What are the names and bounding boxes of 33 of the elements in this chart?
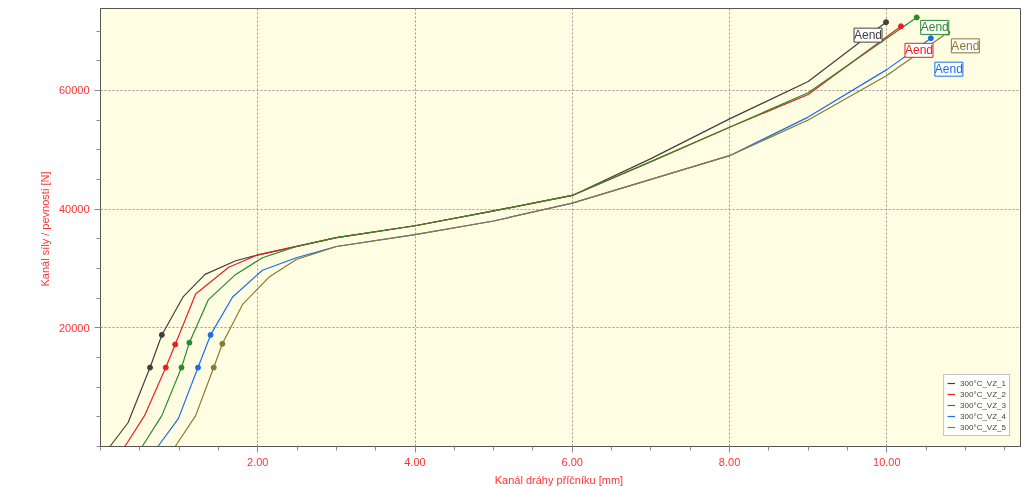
point [883,19,890,26]
legend-label: 300°C_VZ_5 [960,422,1006,432]
legend-label: 300°C_VZ_1 [960,378,1006,388]
annotation: Aend [920,20,949,35]
point [178,364,185,371]
x-tick-label: 2.00 [247,455,269,468]
point [207,331,214,338]
x-tick-label: 4.00 [404,455,426,468]
y-tick-label: 20000 [58,321,90,334]
point [927,35,934,42]
x-axis-title: Kanál dráhy příčníku [mm] [494,473,624,486]
point [913,14,920,21]
point [219,340,226,347]
point [897,23,904,30]
point [172,341,179,348]
y-axis-title: Kanál síly / pevnosti [N] [38,171,51,287]
point [158,331,165,338]
point [195,364,201,371]
annotation: Aend [934,62,963,77]
x-tick-label: 8.00 [718,455,741,468]
legend-label: 300°C_VZ_3 [960,400,1006,410]
point [210,364,217,371]
legend-label: 300°C_VZ_2 [960,389,1006,399]
y-tick-label: 40000 [58,203,90,216]
point [147,364,154,371]
annotation: Aend [904,43,934,58]
y-tick-label: 60000 [58,84,90,97]
x-tick-label: 6.00 [561,455,584,468]
x-tick-label: 10.00 [873,455,901,468]
point [186,339,193,346]
legend-label: 300°C_VZ_4 [960,411,1006,421]
annotation: Aend [854,28,883,43]
point [162,364,169,371]
